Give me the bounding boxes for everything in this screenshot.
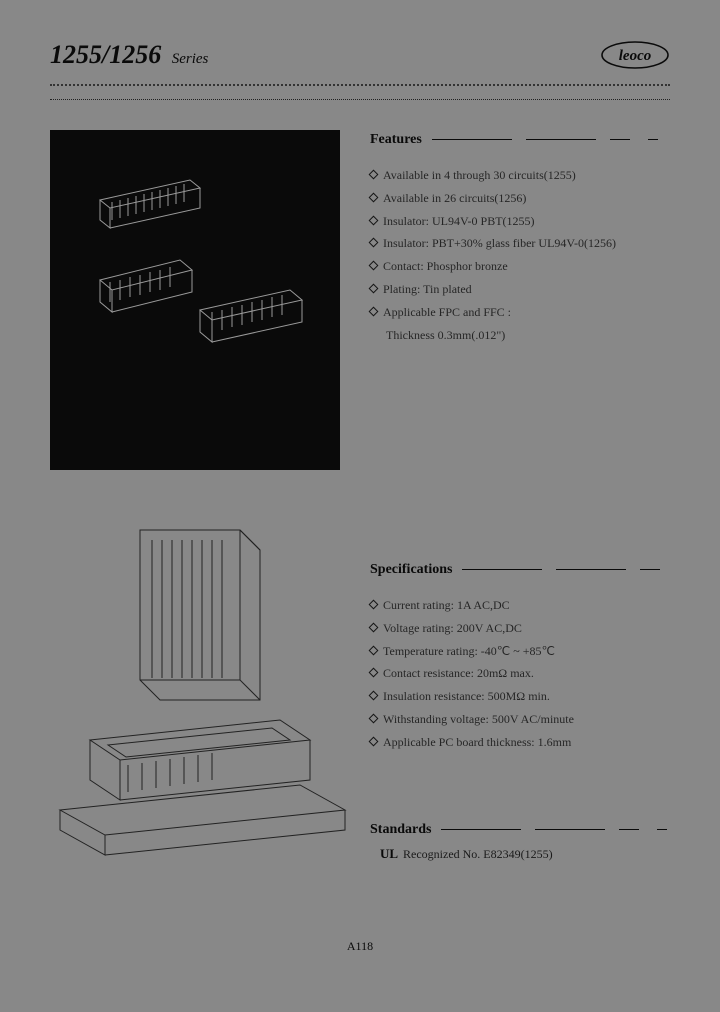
rule-segment <box>556 569 626 570</box>
specifications-section: Specifications Current rating: 1A AC,DC … <box>370 560 670 754</box>
item-text: Contact resistance: 20mΩ max. <box>383 666 534 680</box>
item-text: Current rating: 1A AC,DC <box>383 598 510 612</box>
rule-segment <box>648 139 658 140</box>
bullet-icon <box>369 192 379 202</box>
specs-list: Current rating: 1A AC,DC Voltage rating:… <box>370 594 670 754</box>
list-item: Current rating: 1A AC,DC <box>370 594 670 617</box>
rule-segment <box>462 569 542 570</box>
series-title: 1255/1256 Series <box>50 40 208 70</box>
item-text: Plating: Tin plated <box>383 282 472 296</box>
header-dotted-rule <box>50 84 670 86</box>
bullet-icon <box>369 714 379 724</box>
rule-segment <box>610 139 630 140</box>
rule-segment <box>526 139 596 140</box>
rule-segment <box>657 829 667 830</box>
list-item: Applicable FPC and FFC : <box>370 301 670 324</box>
bullet-icon <box>369 170 379 180</box>
product-photo <box>50 130 340 470</box>
datasheet-page: 1255/1256 Series leoco <box>50 40 670 960</box>
list-item: Insulator: UL94V-0 PBT(1255) <box>370 210 670 233</box>
list-item: Available in 4 through 30 circuits(1255) <box>370 164 670 187</box>
list-item: Temperature rating: -40℃ ~ +85℃ <box>370 640 670 663</box>
item-text: Applicable FPC and FFC : <box>383 305 511 319</box>
bullet-icon <box>369 215 379 225</box>
item-text: Insulator: UL94V-0 PBT(1255) <box>383 214 535 228</box>
header: 1255/1256 Series leoco <box>50 40 670 100</box>
item-text: Insulation resistance: 500MΩ min. <box>383 689 550 703</box>
item-text: Available in 4 through 30 circuits(1255) <box>383 168 576 182</box>
bullet-icon <box>369 645 379 655</box>
rule-segment <box>535 829 605 830</box>
item-text: Insulator: PBT+30% glass fiber UL94V-0(1… <box>383 236 616 250</box>
list-item: Withstanding voltage: 500V AC/minute <box>370 708 670 731</box>
bullet-icon <box>369 261 379 271</box>
bullet-icon <box>369 306 379 316</box>
bullet-icon <box>369 691 379 701</box>
svg-text:UL: UL <box>380 846 398 860</box>
standards-section: Standards UL Recognized No. E82349(1255) <box>370 820 670 862</box>
list-item: Contact resistance: 20mΩ max. <box>370 662 670 685</box>
rule-segment <box>640 569 660 570</box>
line-drawing-icon <box>50 510 350 880</box>
list-item: Insulation resistance: 500MΩ min. <box>370 685 670 708</box>
item-text: Available in 26 circuits(1256) <box>383 191 526 205</box>
title-sub: Series <box>172 51 209 67</box>
list-item: Voltage rating: 200V AC,DC <box>370 617 670 640</box>
bullet-icon <box>369 622 379 632</box>
assembly-drawing <box>50 510 350 880</box>
item-text: Contact: Phosphor bronze <box>383 259 508 273</box>
features-list: Available in 4 through 30 circuits(1255)… <box>370 164 670 346</box>
rule-segment <box>432 139 512 140</box>
item-text: Withstanding voltage: 500V AC/minute <box>383 712 574 726</box>
item-text: Voltage rating: 200V AC,DC <box>383 621 522 635</box>
list-item: Plating: Tin plated <box>370 278 670 301</box>
rule-segment <box>619 829 639 830</box>
bullet-icon <box>369 284 379 294</box>
indent-line: Thickness 0.3mm(.012") <box>386 324 670 347</box>
brand-logo: leoco <box>600 40 670 75</box>
bullet-icon <box>369 238 379 248</box>
standards-text: Recognized No. E82349(1255) <box>403 847 553 861</box>
ul-mark-icon: UL <box>380 846 400 860</box>
page-number: A118 <box>50 939 670 954</box>
standards-line: UL Recognized No. E82349(1255) <box>380 846 670 862</box>
bullet-icon <box>369 600 379 610</box>
rule-segment <box>441 829 521 830</box>
title-main: 1255/1256 <box>50 40 161 69</box>
standards-heading: Standards <box>370 822 431 838</box>
logo-text: leoco <box>619 48 651 64</box>
features-heading: Features <box>370 132 422 148</box>
list-item: Contact: Phosphor bronze <box>370 255 670 278</box>
list-item: Available in 26 circuits(1256) <box>370 187 670 210</box>
item-text: Temperature rating: -40℃ ~ +85℃ <box>383 644 555 658</box>
bullet-icon <box>369 668 379 678</box>
bullet-icon <box>369 736 379 746</box>
features-section: Features Available in 4 through 30 circu… <box>370 130 670 346</box>
logo-icon: leoco <box>600 40 670 70</box>
list-item: Applicable PC board thickness: 1.6mm <box>370 731 670 754</box>
specs-heading: Specifications <box>370 562 452 578</box>
photo-illustration <box>50 130 340 470</box>
item-text: Applicable PC board thickness: 1.6mm <box>383 735 571 749</box>
list-item: Insulator: PBT+30% glass fiber UL94V-0(1… <box>370 232 670 255</box>
